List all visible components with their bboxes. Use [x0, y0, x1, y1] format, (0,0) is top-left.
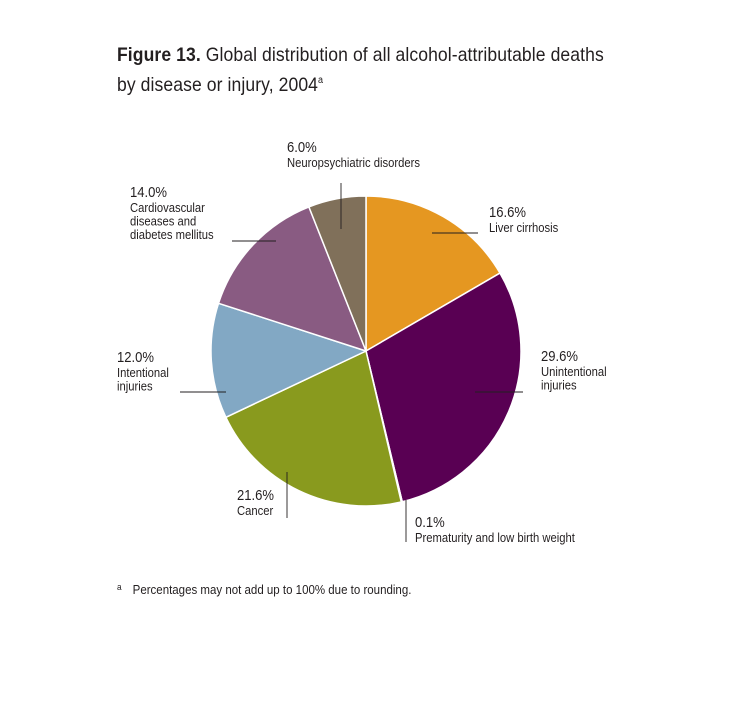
slice-name: Neuropsychiatric disorders	[287, 155, 420, 170]
slice-percent: 29.6%	[541, 348, 578, 364]
slice-intentional-injuries	[210, 302, 367, 419]
slice-label: 16.6% Liver cirrhosis	[489, 204, 558, 235]
title-footnote-marker: a	[318, 75, 324, 86]
title-text: Global distribution of all alcohol-attri…	[117, 44, 604, 96]
slice-name: Liver cirrhosis	[489, 220, 558, 235]
slice-percent: 14.0%	[130, 184, 167, 200]
slice-percent: 21.6%	[237, 487, 274, 503]
slice-name: Intentional	[117, 365, 169, 380]
slice-percent: 6.0%	[287, 139, 317, 155]
slice-name: diabetes mellitus	[130, 227, 214, 242]
footnote-text: Percentages may not add up to 100% due t…	[132, 583, 412, 597]
slice-name: Prematurity and low birth weight	[415, 530, 576, 545]
slice-name: Unintentional	[541, 364, 607, 379]
slice-label: 12.0% Intentional injuries	[117, 349, 169, 393]
slice-cardiovascular-diseases-and-diabetes-mellitus	[217, 206, 367, 352]
chart-title: Figure 13. Global distribution of all al…	[117, 43, 621, 98]
slice-liver-cirrhosis	[365, 195, 501, 352]
slice-label: 6.0% Neuropsychiatric disorders	[287, 139, 420, 170]
slice-label: 0.1% Prematurity and low birth weight	[415, 514, 576, 545]
figure-label: Figure 13.	[117, 44, 201, 66]
slice-name: injuries	[117, 379, 153, 394]
slice-name: diseases and	[130, 214, 196, 229]
slice-name: Cancer	[237, 503, 273, 518]
slice-name: injuries	[541, 378, 577, 393]
slice-name: Cardiovascular	[130, 200, 205, 215]
slice-cancer	[225, 350, 403, 507]
pie-slices	[210, 195, 522, 507]
slice-label: 14.0% Cardiovascular diseases and diabetes …	[130, 184, 214, 242]
slice-percent: 16.6%	[489, 204, 526, 220]
slice-percent: 0.1%	[415, 514, 445, 530]
footnote-marker: a	[117, 582, 122, 592]
leader-lines	[180, 183, 523, 542]
footnote: a Percentages may not add up to 100% due …	[117, 582, 411, 597]
slice-unintentional-injuries	[365, 272, 522, 503]
slice-neuropsychiatric-disorders	[308, 195, 367, 352]
slice-label: 29.6% Unintentional injuries	[541, 348, 607, 392]
slice-percent: 12.0%	[117, 349, 154, 365]
slice-label: 21.6% Cancer	[237, 487, 274, 518]
